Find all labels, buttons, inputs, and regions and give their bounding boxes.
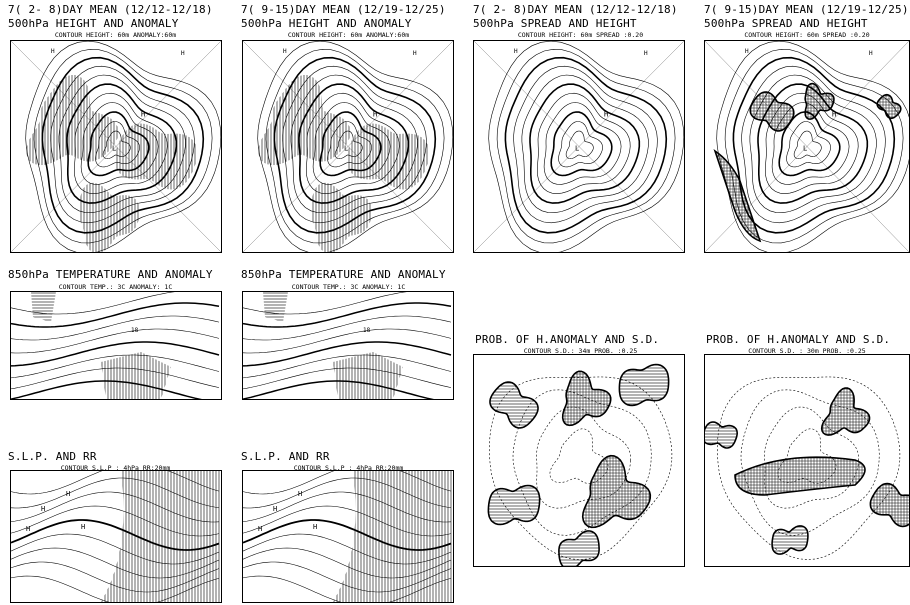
panel-p6: 850hPa TEMPERATURE AND ANOMALY CONTOUR T… xyxy=(241,268,456,403)
svg-text:18: 18 xyxy=(131,327,139,334)
svg-text:H: H xyxy=(313,523,317,531)
panel-contour-caption: CONTOUR HEIGHT: 60m SPREAD :0.20 xyxy=(517,31,644,39)
panel-contour-caption: CONTOUR TEMP.: 3C ANOMALY: 1C xyxy=(58,283,173,291)
svg-text:18: 18 xyxy=(363,327,371,334)
panel-contour-caption: CONTOUR TEMP.: 3C ANOMALY: 1C xyxy=(291,283,406,291)
panel-p1: 7( 2- 8)DAY MEAN (12/12-12/18) 500hPa HE… xyxy=(8,3,223,253)
panel-contour-caption: CONTOUR HEIGHT: 60m ANOMALY:60m xyxy=(54,31,177,39)
svg-text:H: H xyxy=(644,50,648,57)
panel-title-line1: 7( 2- 8)DAY MEAN (12/12-12/18) xyxy=(473,3,678,16)
svg-text:H: H xyxy=(66,490,70,498)
panel-title: 850hPa TEMPERATURE AND ANOMALY xyxy=(241,268,446,281)
panel-contour-caption: CONTOUR S.L.P : 4hPa RR:20mm xyxy=(60,464,171,472)
svg-text:H: H xyxy=(258,525,262,533)
svg-text:H: H xyxy=(413,50,417,57)
map-drawing: 18 xyxy=(243,292,452,399)
map-drawing: LHHH xyxy=(243,41,453,252)
svg-text:H: H xyxy=(141,111,145,119)
panel-contour-caption: CONTOUR S.L.P : 4hPa RR:20mm xyxy=(293,464,404,472)
svg-text:H: H xyxy=(745,48,749,55)
map-500hpa-height-anomaly: LHHH xyxy=(242,40,454,253)
panel-title: S.L.P. AND RR xyxy=(241,450,330,463)
svg-text:H: H xyxy=(373,111,377,119)
panel-title-line1: 7( 9-15)DAY MEAN (12/19-12/25) xyxy=(241,3,446,16)
panel-title-line1: 7( 2- 8)DAY MEAN (12/12-12/18) xyxy=(8,3,213,16)
panel-title: PROB. OF H.ANOMALY AND S.D. xyxy=(475,333,660,346)
map-500hpa-spread: LHHH xyxy=(473,40,685,253)
svg-text:H: H xyxy=(604,111,608,119)
svg-text:H: H xyxy=(298,490,302,498)
panel-title-line1: 7( 9-15)DAY MEAN (12/19-12/25) xyxy=(704,3,909,16)
map-sea-level-pressure: H H H H xyxy=(242,470,454,603)
panel-p5: 850hPa TEMPERATURE AND ANOMALY CONTOUR T… xyxy=(8,268,223,403)
svg-text:H: H xyxy=(181,50,185,57)
panel-p8: PROB. OF H.ANOMALY AND S.D. CONTOUR S.D.… xyxy=(704,333,910,568)
svg-text:H: H xyxy=(832,111,836,119)
map-drawing xyxy=(487,363,673,566)
map-probability-anomaly xyxy=(704,354,910,567)
map-500hpa-height-anomaly: LHHH xyxy=(10,40,222,253)
svg-text:H: H xyxy=(514,48,518,55)
panel-p9: S.L.P. AND RR CONTOUR S.L.P : 4hPa RR:20… xyxy=(8,450,223,603)
map-drawing: 18 xyxy=(11,292,220,399)
panel-p10: S.L.P. AND RR CONTOUR S.L.P : 4hPa RR:20… xyxy=(241,450,456,603)
panel-p3: 7( 2- 8)DAY MEAN (12/12-12/18) 500hPa SP… xyxy=(473,3,688,253)
panel-title-line2: 500hPa HEIGHT AND ANOMALY xyxy=(8,17,179,30)
map-850hpa-temperature: 18 xyxy=(10,291,222,400)
panel-title-line2: 500hPa SPREAD AND HEIGHT xyxy=(704,17,868,30)
map-drawing: LHHH xyxy=(474,41,684,252)
map-500hpa-spread: LHHH xyxy=(704,40,910,253)
map-drawing: LHHH xyxy=(11,41,221,252)
panel-contour-caption: CONTOUR S.D. : 30m PROB. :0.25 xyxy=(748,347,866,355)
panel-title: S.L.P. AND RR xyxy=(8,450,97,463)
panel-title: 850hPa TEMPERATURE AND ANOMALY xyxy=(8,268,213,281)
panel-title-line2: 500hPa HEIGHT AND ANOMALY xyxy=(241,17,412,30)
svg-text:H: H xyxy=(273,505,277,513)
panel-p7: PROB. OF H.ANOMALY AND S.D. CONTOUR S.D.… xyxy=(473,333,688,568)
map-drawing: LHHH xyxy=(705,41,909,252)
map-sea-level-pressure: H H H H xyxy=(10,470,222,603)
panel-contour-caption: CONTOUR HEIGHT: 60m SPREAD :0.20 xyxy=(744,31,870,39)
panel-p4: 7( 9-15)DAY MEAN (12/19-12/25) 500hPa SP… xyxy=(704,3,910,253)
panel-title: PROB. OF H.ANOMALY AND S.D. xyxy=(706,333,891,346)
svg-text:H: H xyxy=(869,50,873,57)
svg-text:H: H xyxy=(41,505,45,513)
map-probability-anomaly xyxy=(473,354,685,567)
svg-text:H: H xyxy=(51,48,55,55)
map-850hpa-temperature: 18 xyxy=(242,291,454,400)
panel-contour-caption: CONTOUR HEIGHT: 60m ANOMALY:60m xyxy=(287,31,410,39)
map-drawing: H H H H xyxy=(11,471,221,602)
map-drawing: H H H H xyxy=(243,471,453,602)
map-drawing xyxy=(705,376,909,561)
panel-title-line2: 500hPa SPREAD AND HEIGHT xyxy=(473,17,637,30)
svg-text:H: H xyxy=(26,525,30,533)
svg-text:H: H xyxy=(81,523,85,531)
svg-text:H: H xyxy=(283,48,287,55)
panel-p2: 7( 9-15)DAY MEAN (12/19-12/25) 500hPa HE… xyxy=(241,3,456,253)
panel-contour-caption: CONTOUR S.D.: 34m PROB. :0.25 xyxy=(523,347,638,355)
